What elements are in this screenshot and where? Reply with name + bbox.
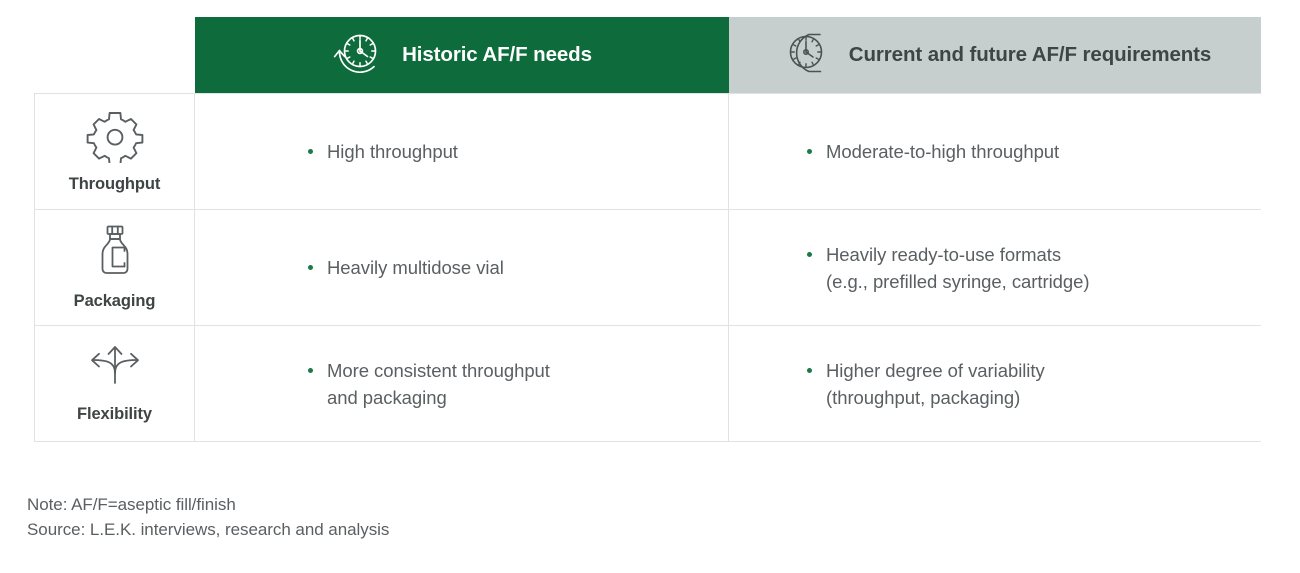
column-header-historic[interactable]: Historic AF/F needs [195,17,729,93]
footnote-note: Note: AF/F=aseptic fill/finish [27,495,236,514]
three-way-arrows-icon [83,341,147,398]
bullet-list: Higher degree of variability (throughput… [805,357,1045,411]
list-item: High throughput [306,138,458,165]
list-item: Moderate-to-high throughput [805,138,1059,165]
clock-arc-icon [779,28,833,83]
matrix-header-row: Historic AF/F needs [34,17,1261,93]
cell-flexibility-historic: More consistent throughput and packaging [195,326,729,441]
footnote-source: Source: L.E.K. interviews, research and … [27,520,390,539]
list-item: Heavily ready-to-use formats (e.g., pref… [805,241,1090,295]
row-category-label: Throughput [68,175,161,193]
column-header-current-future-label: Current and future AF/F requirements [848,43,1212,66]
list-item: Heavily multidose vial [306,254,504,281]
row-category-label: Flexibility [76,405,152,423]
cell-flexibility-current-future: Higher degree of variability (throughput… [729,326,1261,441]
clock-refresh-icon [332,28,386,83]
bullet-list: Moderate-to-high throughput [805,138,1059,165]
column-header-current-future[interactable]: Current and future AF/F requirements [729,17,1261,93]
cell-packaging-current-future: Heavily ready-to-use formats (e.g., pref… [729,210,1261,325]
cell-throughput-historic: High throughput [195,94,729,209]
row-category-label: Packaging [73,292,156,310]
row-category-throughput[interactable]: Throughput [35,94,195,209]
list-item: More consistent throughput and packaging [306,357,550,411]
table-row: Throughput High throughput Moderate-to-h… [35,94,1261,210]
gear-icon [85,107,145,168]
matrix-body: Throughput High throughput Moderate-to-h… [34,93,1261,442]
comparison-matrix: Historic AF/F needs [34,17,1261,442]
row-category-flexibility[interactable]: Flexibility [35,326,195,441]
bullet-list: More consistent throughput and packaging [306,357,550,411]
cell-throughput-current-future: Moderate-to-high throughput [729,94,1261,209]
bullet-list: Heavily ready-to-use formats (e.g., pref… [805,241,1090,295]
vial-icon [85,222,145,285]
bullet-list: High throughput [306,138,458,165]
table-row: Packaging Heavily multidose vial Heavily… [35,210,1261,326]
header-corner-spacer [34,17,194,93]
column-header-historic-label: Historic AF/F needs [402,43,592,66]
footnotes: Note: AF/F=aseptic fill/finish Source: L… [27,492,389,542]
row-category-packaging[interactable]: Packaging [35,210,195,325]
list-item: Higher degree of variability (throughput… [805,357,1045,411]
cell-packaging-historic: Heavily multidose vial [195,210,729,325]
table-row: Flexibility More consistent throughput a… [35,326,1261,442]
bullet-list: Heavily multidose vial [306,254,504,281]
